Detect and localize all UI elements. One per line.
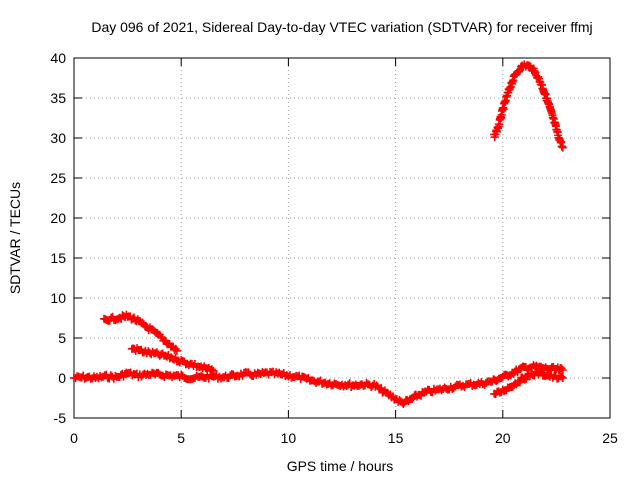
chart-title: Day 096 of 2021, Sidereal Day-to-day VTE… bbox=[91, 19, 592, 35]
data-point bbox=[525, 61, 534, 70]
data-series bbox=[70, 60, 567, 409]
grid-lines bbox=[74, 58, 610, 418]
y-tick-label: 30 bbox=[50, 130, 66, 146]
series-satellite-arc-early-mid bbox=[127, 344, 218, 375]
data-point bbox=[558, 366, 567, 374]
plot-frame bbox=[73, 57, 611, 419]
y-tick-label: 0 bbox=[58, 370, 66, 386]
y-axis-tick-labels: -5 0 5 10 15 20 25 30 35 40 bbox=[50, 50, 66, 426]
data-point bbox=[557, 364, 566, 373]
x-tick-label: 15 bbox=[388, 430, 404, 446]
series-satellite-arc-main bbox=[70, 361, 567, 409]
series-satellite-arc-late-peak bbox=[490, 60, 567, 152]
data-point bbox=[207, 365, 216, 374]
data-point bbox=[558, 374, 567, 382]
y-tick-label: 40 bbox=[50, 50, 66, 66]
data-point bbox=[515, 67, 524, 76]
x-axis-tick-labels: 0 5 10 15 20 25 bbox=[70, 430, 618, 446]
y-tick-label: 10 bbox=[50, 290, 66, 306]
y-tick-label: 25 bbox=[50, 170, 66, 186]
data-point bbox=[558, 143, 567, 152]
data-point bbox=[209, 366, 218, 375]
data-point bbox=[530, 67, 539, 76]
y-tick-label: -5 bbox=[54, 410, 67, 426]
y-tick-label: 35 bbox=[50, 90, 66, 106]
x-tick-label: 0 bbox=[70, 430, 78, 446]
data-point bbox=[172, 346, 181, 355]
y-tick-label: 20 bbox=[50, 210, 66, 226]
series-satellite-arc-late-low bbox=[490, 367, 567, 399]
data-point bbox=[557, 372, 566, 381]
x-tick-label: 20 bbox=[495, 430, 511, 446]
x-tick-label: 5 bbox=[177, 430, 185, 446]
series-satellite-arc-early-high bbox=[100, 310, 181, 355]
x-tick-label: 25 bbox=[602, 430, 618, 446]
y-tick-label: 15 bbox=[50, 250, 66, 266]
y-axis-label: SDTVAR / TECUs bbox=[7, 182, 23, 294]
x-tick-label: 10 bbox=[281, 430, 297, 446]
x-axis-label: GPS time / hours bbox=[287, 458, 394, 474]
y-tick-label: 5 bbox=[58, 330, 66, 346]
